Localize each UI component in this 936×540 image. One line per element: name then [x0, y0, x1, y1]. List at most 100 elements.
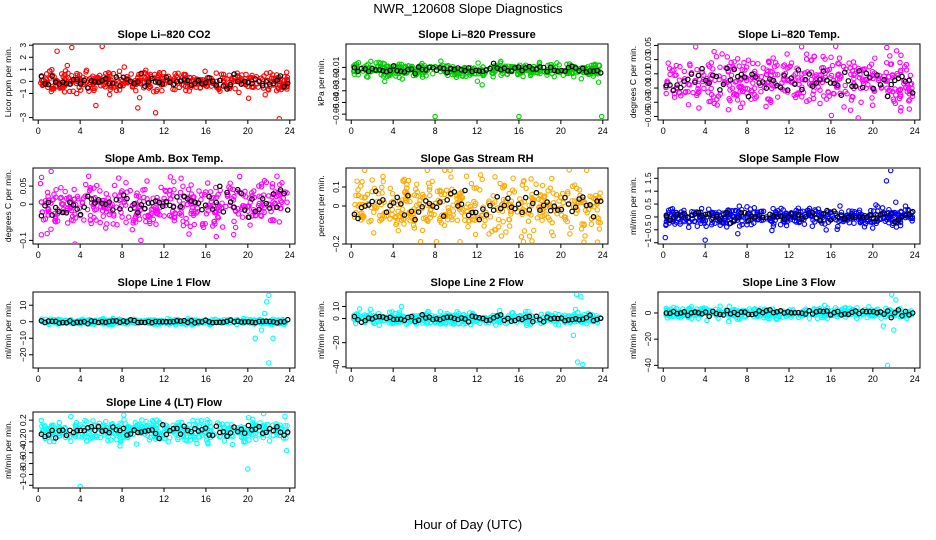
reference-point — [167, 79, 173, 86]
y-tick-label: −0.02 — [331, 68, 341, 90]
reference-point — [777, 84, 784, 91]
data-point — [688, 315, 695, 322]
reference-point — [170, 318, 177, 325]
y-tick-label: −0.5 — [643, 221, 653, 238]
data-point — [497, 180, 503, 187]
reference-point — [390, 316, 397, 323]
data-point — [725, 106, 732, 113]
reference-point — [351, 313, 358, 320]
data-point — [717, 222, 723, 228]
reference-point — [888, 81, 895, 88]
y-tick-label: −0.2 — [331, 235, 341, 252]
data-point — [141, 194, 147, 201]
reference-point — [45, 199, 52, 206]
reference-point — [888, 314, 895, 321]
data-point — [750, 60, 756, 67]
reference-point — [419, 204, 426, 210]
data-point — [823, 227, 829, 233]
reference-point — [358, 65, 365, 72]
reference-point — [152, 79, 159, 85]
data-point — [820, 93, 827, 99]
reference-point — [688, 71, 695, 77]
data-point — [510, 175, 516, 181]
x-tick-label: 4 — [391, 374, 396, 384]
reference-point — [813, 214, 820, 221]
y-tick-label: 0 — [18, 428, 28, 433]
data-point — [550, 190, 556, 196]
data-point — [183, 215, 189, 222]
y-tick-label: −0.05 — [643, 105, 653, 127]
outlier-point — [138, 237, 144, 243]
x-tick-label: 4 — [78, 494, 83, 504]
reference-point — [802, 214, 809, 220]
data-point — [544, 311, 551, 317]
x-tick-label: 24 — [285, 250, 295, 260]
data-point — [127, 187, 133, 194]
reference-point — [579, 194, 586, 200]
y-axis-label: degrees C per min. — [3, 170, 13, 242]
data-point — [665, 207, 672, 213]
reference-point — [274, 204, 280, 211]
reference-point — [220, 319, 227, 326]
data-point — [893, 199, 899, 205]
data-points — [37, 169, 291, 243]
x-tick-label: 0 — [661, 126, 666, 136]
y-tick-label: −20 — [643, 332, 653, 347]
reference-point — [724, 65, 730, 72]
data-point — [879, 205, 886, 211]
reference-point — [494, 194, 501, 200]
reference-point — [181, 76, 188, 83]
data-point — [503, 202, 510, 209]
reference-point — [909, 90, 916, 96]
outlier-point — [855, 115, 861, 119]
data-point — [371, 209, 377, 216]
reference-point — [256, 206, 262, 213]
reference-point — [834, 82, 841, 89]
data-point — [265, 87, 272, 93]
reference-point — [874, 72, 880, 78]
reference-point — [74, 206, 80, 212]
data-point — [58, 194, 64, 201]
data-point — [70, 217, 76, 224]
x-tick-label: 0 — [349, 374, 354, 384]
data-point — [146, 218, 153, 225]
data-point — [122, 202, 129, 208]
reference-point — [195, 77, 202, 84]
outlier-point — [69, 45, 75, 51]
data-point — [583, 320, 590, 327]
reference-point — [881, 76, 887, 83]
data-point — [506, 190, 512, 197]
outlier-point — [566, 169, 572, 173]
data-point — [543, 211, 549, 217]
reference-point — [433, 204, 440, 211]
data-point — [832, 45, 839, 50]
reference-point — [763, 214, 770, 220]
reference-point — [895, 217, 902, 223]
reference-point — [433, 315, 440, 322]
reference-point — [408, 208, 415, 215]
data-point — [393, 221, 399, 228]
reference-point — [845, 214, 852, 221]
reference-point — [213, 82, 220, 88]
data-point — [355, 71, 361, 78]
reference-point — [256, 78, 262, 85]
data-point — [725, 318, 732, 325]
data-point — [472, 231, 479, 238]
data-point — [760, 208, 767, 215]
data-point — [79, 434, 85, 440]
data-point — [869, 95, 875, 101]
reference-point — [440, 315, 447, 321]
reference-point — [742, 74, 748, 81]
data-point — [456, 193, 463, 200]
data-point — [710, 94, 717, 100]
data-point — [788, 60, 795, 66]
outlier-point — [581, 239, 587, 243]
data-point — [463, 73, 469, 79]
reference-point — [663, 213, 670, 220]
reference-point — [259, 318, 266, 325]
data-point — [266, 438, 273, 444]
x-tick-label: 24 — [598, 374, 608, 384]
data-point — [404, 198, 410, 205]
x-tick-label: 4 — [703, 126, 708, 136]
reference-point — [476, 216, 483, 223]
